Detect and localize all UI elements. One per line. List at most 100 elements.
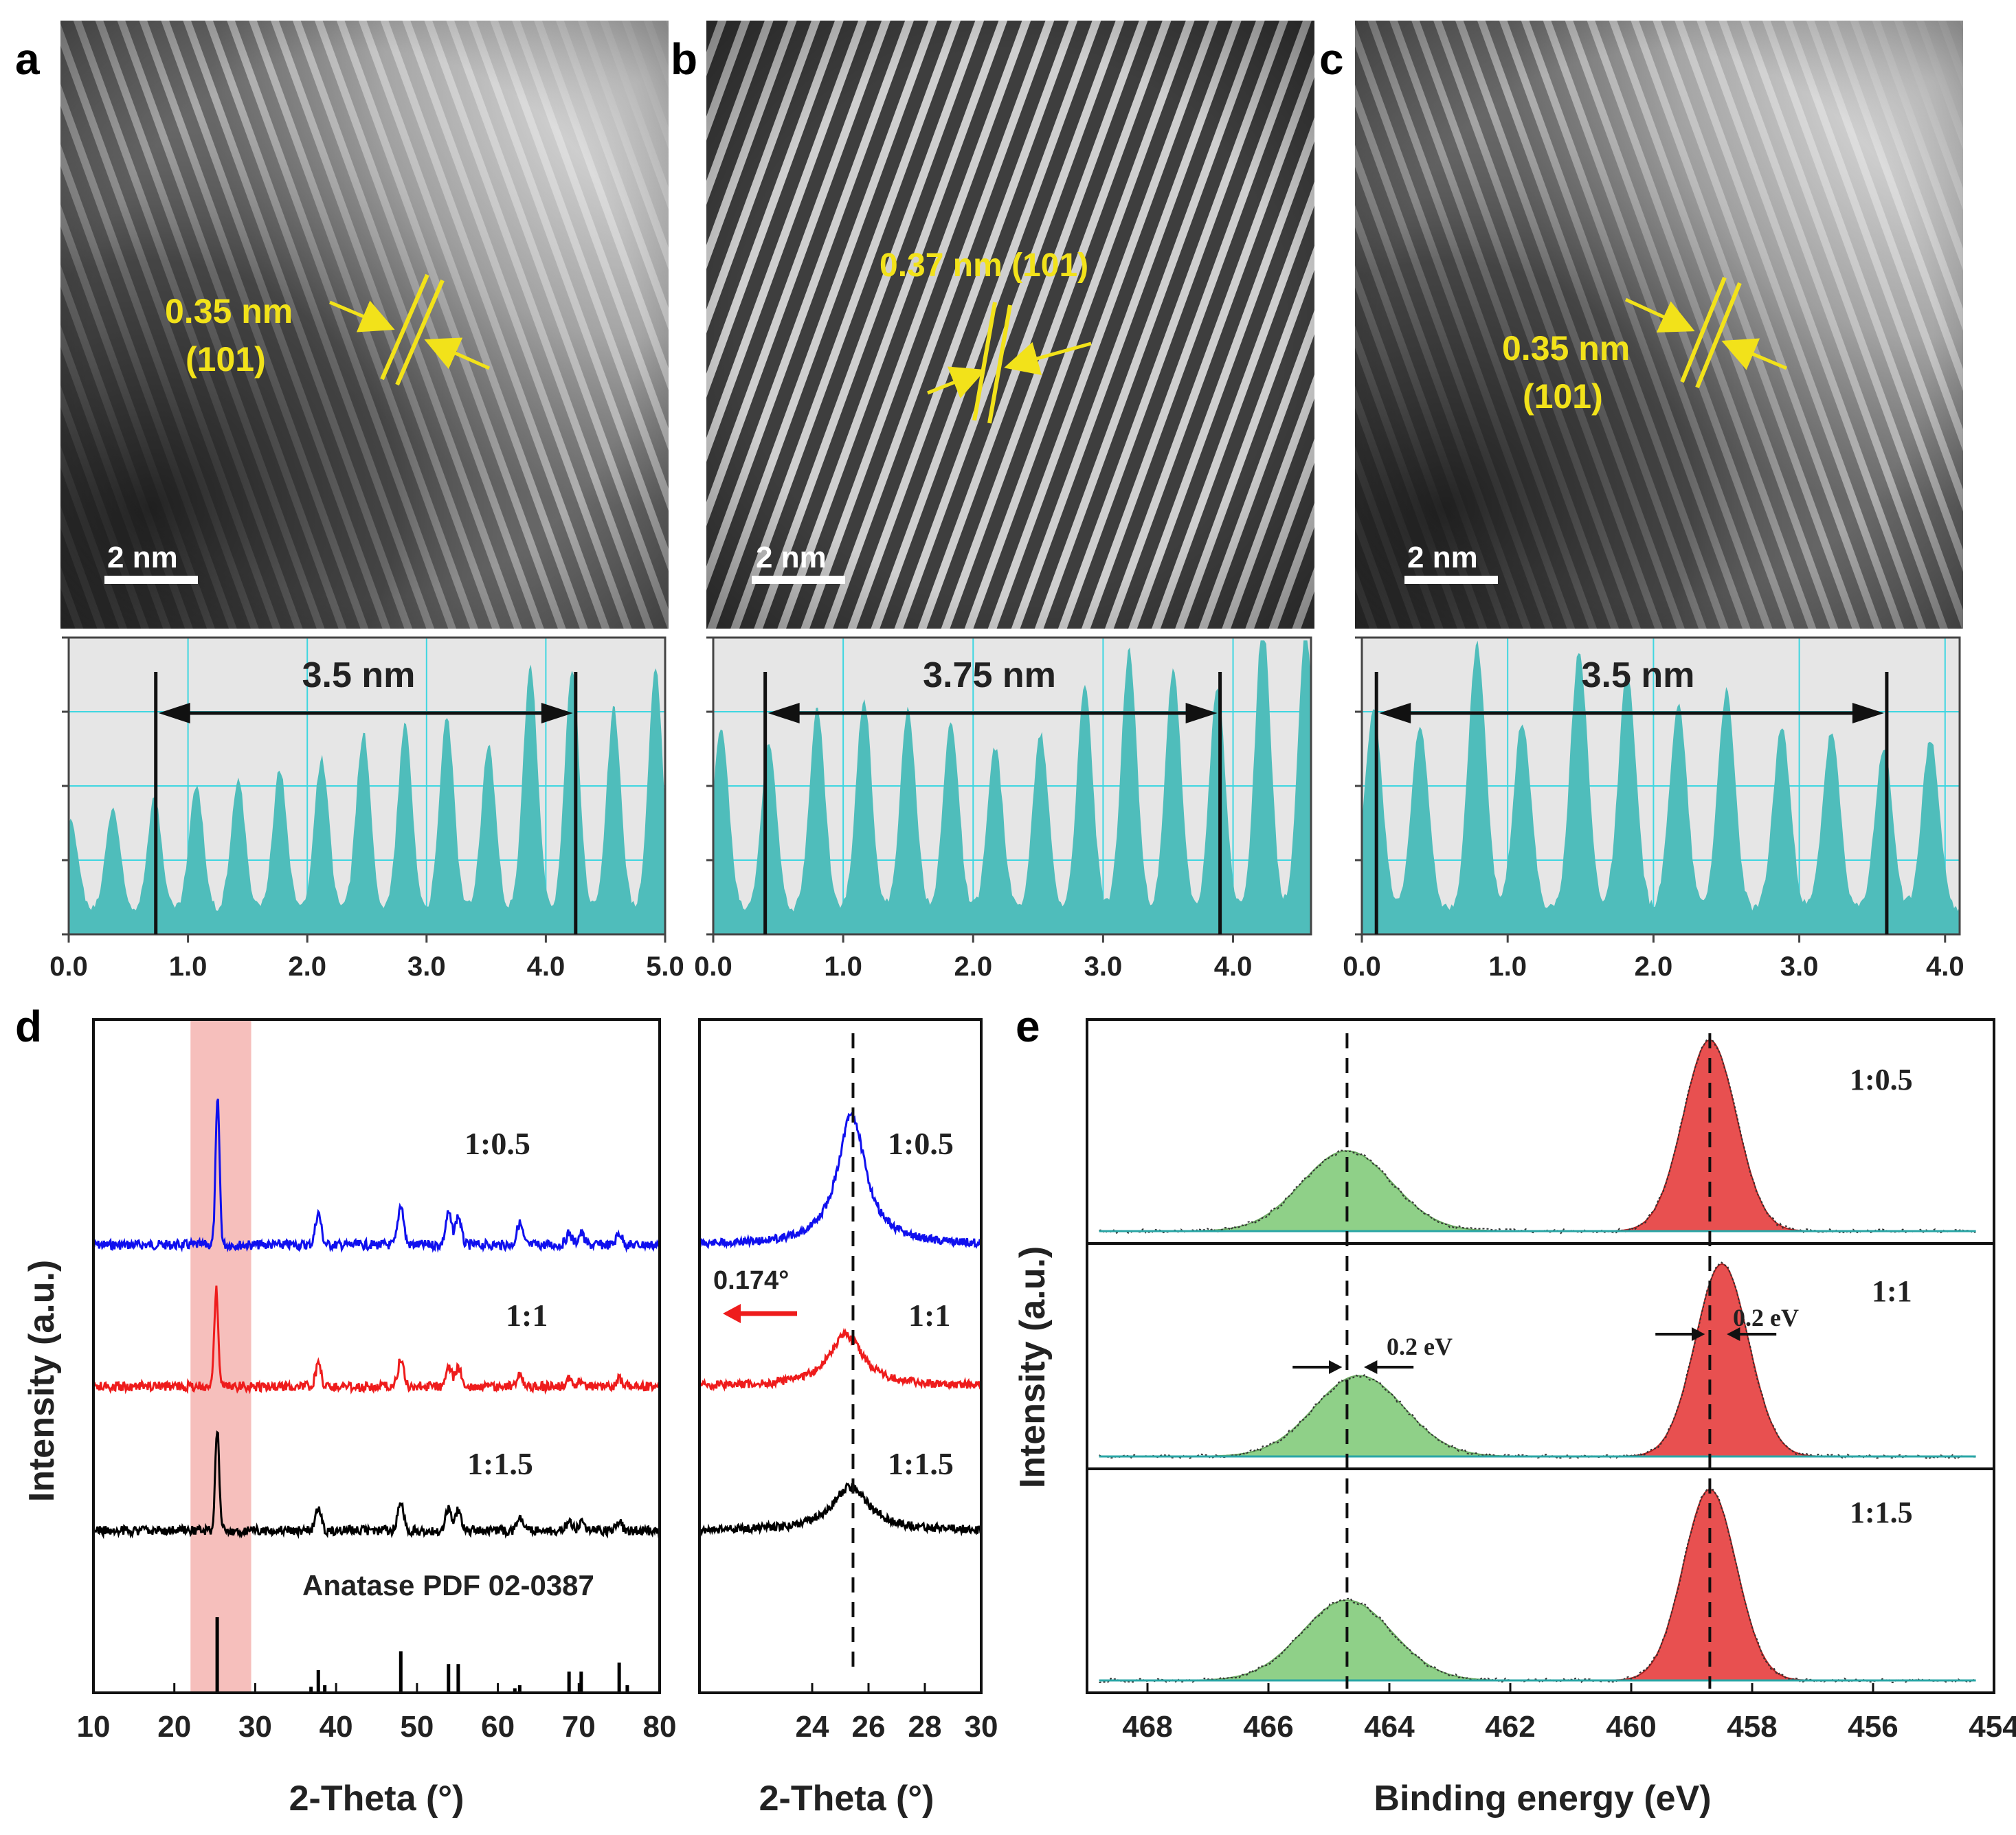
x-tick-label: 460 [1606,1710,1656,1744]
lattice-plane-c: (101) [1523,377,1603,416]
hrtem-image-c [1355,21,1963,629]
x-tick-label: 4.0 [1214,952,1253,982]
line-profile-b: 0.0 1.0 2.0 3.0 4.0 [694,636,1312,982]
x-tick-label: 80 [643,1710,677,1744]
lattice-spacing-b: 0.37 nm (101) [880,247,1088,284]
xps-shift-label-right: 0.2 eV [1733,1304,1799,1331]
xrd-zoom-xlabel: 2-Theta (°) [759,1779,934,1819]
scale-label-b: 2 nm [756,541,827,574]
arrow-head-icon [1692,1327,1705,1341]
scale-bar-c: 2 nm [1404,541,1498,584]
lattice-annotation-a: 0.35 nm (101) [165,273,491,386]
x-tick-label: 454 [1969,1710,2016,1744]
arrow-head-left-icon [768,703,800,723]
x-tick-label: 60 [481,1710,515,1744]
xrd-zoom-series-1:1 [698,1327,983,1392]
xrd-series-1:1 [92,1285,661,1395]
x-tick-label: 2.0 [954,952,992,982]
panel-letter-b: b [671,34,697,84]
x-tick-label: 462 [1485,1710,1535,1744]
xps-xlabel: Binding energy (eV) [1374,1779,1711,1819]
hrtem-image-b [706,21,1314,629]
line-profile-a: 0.0 1.0 2.0 3.0 4.0 5.0 [49,636,684,982]
lattice-spacing-a: 0.35 nm [165,292,293,330]
xrd-zoom-label-1-1.5: 1:1.5 [888,1446,954,1481]
hrtem-image-a [60,21,669,629]
panel-c: c 0.35 nm (101) 2 nm [1319,21,1963,629]
lattice-plane-a: (101) [186,340,266,379]
x-tick-label: 10 [77,1710,111,1744]
x-tick-label: 468 [1122,1710,1172,1744]
x-tick-label: 3.0 [1084,952,1123,982]
xps-fit-ti2p3-2 [1609,1263,1835,1457]
lattice-spacing-c: 0.35 nm [1502,329,1630,368]
x-tick-label: 40 [320,1710,353,1744]
profile-distance-a: 3.5 nm [302,655,416,695]
arrow-head-right-icon [1852,703,1884,723]
panel-letter-a: a [15,34,40,84]
arrow-head-left-icon [1379,703,1411,723]
xrd-zoom-label-1-0.5: 1:0.5 [888,1126,954,1161]
xps-raw-data [1099,1261,1976,1460]
x-tick-label: 2.0 [288,952,326,982]
xps-label-1-1: 1:1 [1872,1274,1912,1308]
xrd-zoom-series-1:1.5 [698,1482,983,1538]
arrow-head-left-icon [158,703,190,723]
panel-letter-d: d [15,1002,42,1051]
xps-raw-data [1099,1038,1976,1235]
arrow-head-right-icon [1185,703,1218,723]
profile-distance-b: 3.75 nm [923,655,1056,695]
xrd-zoom-label-1-1: 1:1 [908,1298,950,1333]
scale-bar-a: 2 nm [104,541,198,584]
xps-label-1-1.5: 1:1.5 [1850,1496,1913,1529]
x-tick-label: 5.0 [646,952,684,982]
xrd-ylabel: Intensity (a.u.) [22,1260,62,1502]
x-tick-label: 1.0 [169,952,208,982]
xps-fit-ti2p1-2 [1168,1375,1550,1457]
xrd-zoom-series-1:0.5 [698,1110,983,1250]
x-tick-label: 30 [965,1710,998,1744]
x-tick-label: 0.0 [49,952,88,982]
x-tick-label: 1.0 [1488,952,1527,982]
x-tick-label: 4.0 [1926,952,1964,982]
x-tick-label: 0.0 [694,952,732,982]
xrd-label-1-0.5: 1:0.5 [464,1126,530,1161]
x-tick-label: 4.0 [527,952,565,982]
x-tick-label: 466 [1243,1710,1293,1744]
x-tick-label: 0.0 [1343,952,1381,982]
reference-label: Anatase PDF 02-0387 [302,1569,594,1601]
xps-raw-data [1099,1488,1976,1684]
x-tick-label: 456 [1848,1710,1898,1744]
xrd-series-1:1.5 [92,1430,661,1540]
x-tick-label: 464 [1364,1710,1415,1744]
x-tick-label: 26 [852,1710,886,1744]
scale-label-a: 2 nm [107,541,178,574]
x-tick-label: 70 [562,1710,596,1744]
x-tick-label: 458 [1727,1710,1777,1744]
xrd-shift-label: 0.174° [713,1266,789,1295]
profile-distance-c: 3.5 nm [1582,655,1695,695]
lattice-annotation-b: 0.37 nm (101) [880,247,1092,424]
shift-arrow-icon [723,1304,797,1323]
xrd-xlabel: 2-Theta (°) [289,1779,464,1819]
plot-frame [698,1018,983,1694]
xps-label-1-0.5: 1:0.5 [1850,1063,1913,1096]
highlight-band [190,1020,251,1693]
xrd-label-1-1.5: 1:1.5 [467,1446,533,1481]
x-tick-label: 50 [400,1710,434,1744]
line-profile-c: 0.0 1.0 2.0 3.0 4.0 [1343,636,1964,982]
xrd-label-1-1: 1:1 [506,1298,548,1333]
panel-b: b 0.37 nm (101) 2 nm [671,21,1314,629]
plot-frame [92,1018,661,1694]
x-tick-label: 20 [157,1710,191,1744]
xps-shift-label-left: 0.2 eV [1387,1333,1453,1360]
scale-bar-b: 2 nm [752,541,845,584]
panel-letter-e: e [1016,1002,1040,1051]
x-tick-label: 24 [796,1710,829,1744]
x-tick-label: 28 [908,1710,942,1744]
xrd-full-plot: 10 20 30 40 50 60 70 80 [77,1018,677,1744]
x-tick-label: 3.0 [1780,952,1819,982]
xrd-zoom-plot: 24 26 28 30 [698,1018,998,1744]
x-tick-label: 30 [238,1710,272,1744]
